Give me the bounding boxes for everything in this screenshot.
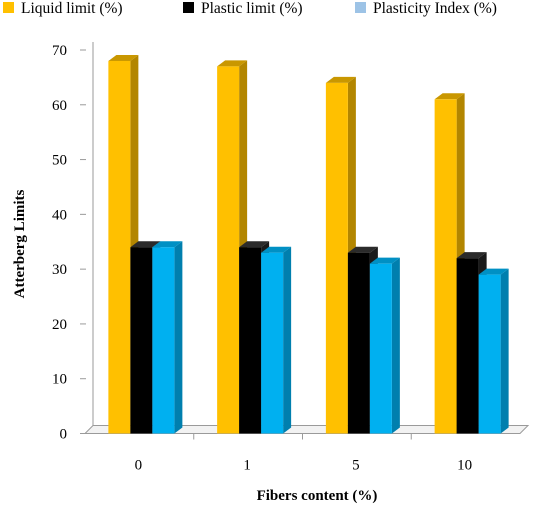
y-axis-title: Atterberg Limits xyxy=(12,189,28,298)
y-tick-label: 20 xyxy=(52,317,67,333)
x-tick-label: 5 xyxy=(352,458,360,474)
legend-swatch xyxy=(3,2,14,13)
bar-front xyxy=(108,60,131,434)
bar-side xyxy=(500,268,509,434)
legend-swatch xyxy=(183,2,194,13)
bar-front xyxy=(261,252,284,434)
y-tick-label: 40 xyxy=(52,207,67,223)
bar-front xyxy=(325,82,348,434)
bar-plasticity-1 xyxy=(261,246,292,434)
bar-top xyxy=(347,246,378,253)
legend-label: Plastic limit (%) xyxy=(201,0,303,17)
y-tick-label: 60 xyxy=(52,98,67,114)
axes: 0 10 20 30 40 50 60 70 0 1 5 10 xyxy=(52,42,530,474)
bar-front xyxy=(130,247,153,434)
legend: Liquid limit (%) Plastic limit (%) Plastic… xyxy=(3,0,497,17)
bar-front xyxy=(217,66,240,434)
bar-plasticity-5 xyxy=(369,257,400,434)
legend-label: Plasticity Index (%) xyxy=(373,0,497,17)
bar-top xyxy=(369,257,400,264)
legend-item: Plastic limit (%) xyxy=(183,0,303,17)
bar-top xyxy=(217,60,248,67)
bar-top xyxy=(108,54,139,61)
bar-front xyxy=(369,263,392,434)
bar-side xyxy=(283,246,292,434)
legend-item: Liquid limit (%) xyxy=(3,0,123,17)
bar-front xyxy=(152,247,175,434)
legend-label: Liquid limit (%) xyxy=(21,0,123,17)
bar-top xyxy=(239,241,270,248)
y-tick-label: 50 xyxy=(52,153,67,169)
bar-front xyxy=(478,274,501,434)
bar-front xyxy=(239,247,262,434)
bar-front xyxy=(456,258,479,434)
bar-plasticity-10 xyxy=(478,268,509,434)
bar-top xyxy=(434,93,465,100)
bar-top xyxy=(456,252,487,259)
x-tick-label: 0 xyxy=(135,458,143,474)
y-tick-label: 30 xyxy=(52,262,67,278)
legend-swatch xyxy=(355,2,366,13)
y-tick-label: 70 xyxy=(52,43,67,59)
bar-top xyxy=(152,241,183,248)
x-tick-label: 10 xyxy=(457,458,472,474)
y-tick-label: 0 xyxy=(60,427,68,443)
bar-side xyxy=(174,241,183,434)
bar-plasticity-0 xyxy=(152,241,183,434)
x-axis-title: Fibers content (%) xyxy=(257,488,378,504)
bar-front xyxy=(434,99,457,434)
bar-top xyxy=(130,241,161,248)
y-tick-label: 10 xyxy=(52,372,67,388)
bars xyxy=(108,54,509,434)
bar-top xyxy=(478,268,509,275)
bar-side xyxy=(391,257,400,434)
bar-top xyxy=(325,76,356,83)
legend-item: Plasticity Index (%) xyxy=(355,0,497,17)
bar-top xyxy=(261,246,292,253)
x-tick-label: 1 xyxy=(243,458,251,474)
bar-front xyxy=(347,252,370,434)
